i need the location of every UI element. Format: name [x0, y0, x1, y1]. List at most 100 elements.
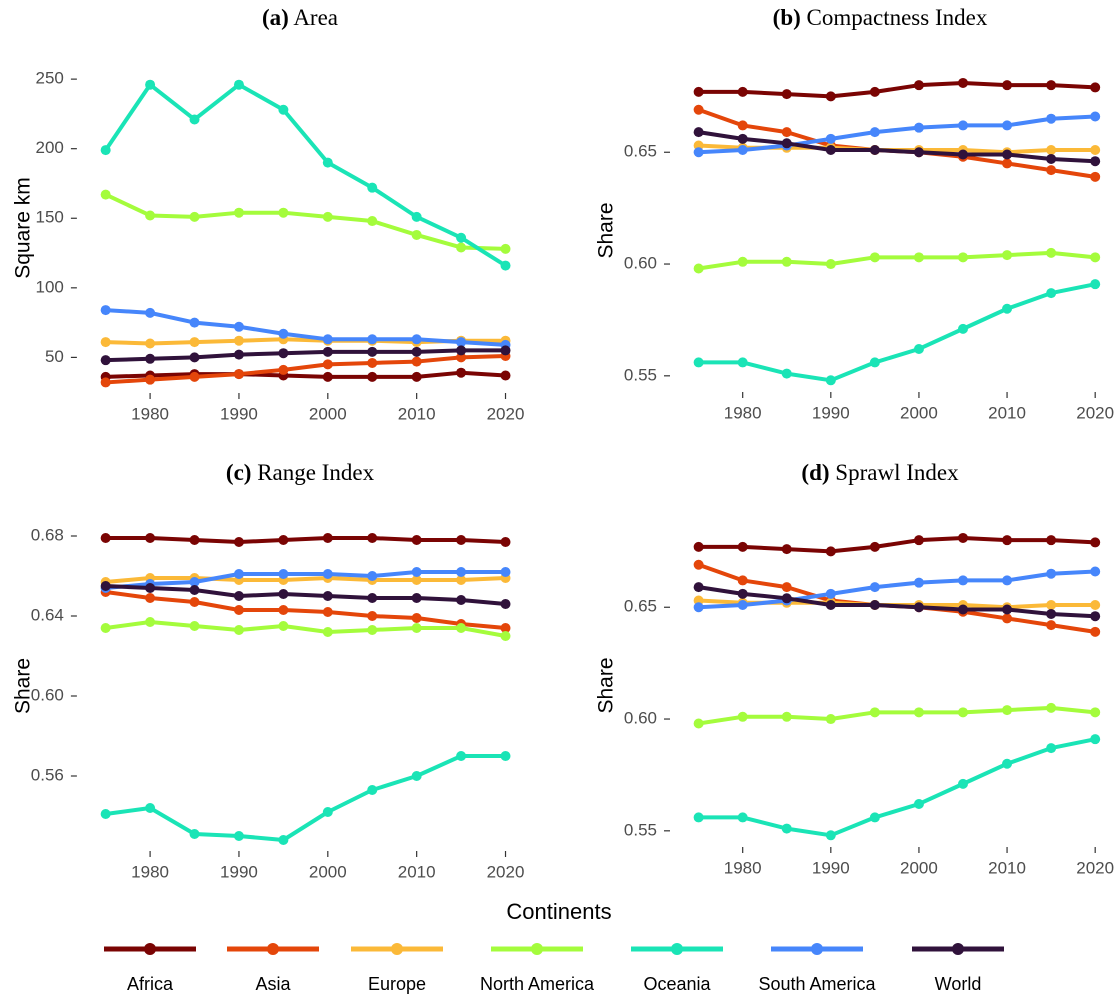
data-point	[737, 812, 748, 823]
data-point	[233, 321, 244, 332]
data-point	[1090, 537, 1101, 548]
series	[693, 77, 1101, 102]
y-tick-label: 0.60	[624, 254, 657, 273]
data-point	[1090, 156, 1101, 167]
data-point	[278, 348, 289, 359]
data-point	[825, 133, 836, 144]
data-point	[411, 334, 422, 345]
y-tick-label: 0.56	[31, 765, 64, 784]
data-point	[367, 216, 378, 227]
data-point	[500, 537, 511, 547]
data-point	[913, 252, 924, 263]
data-point	[1046, 288, 1057, 299]
panel-title-text: Sprawl Index	[835, 460, 959, 485]
series-line	[698, 569, 1096, 610]
x-tick-label: 2000	[309, 404, 347, 423]
data-point	[322, 346, 333, 357]
y-axis-label: Share	[595, 202, 618, 258]
y-axis-label: Share	[595, 657, 618, 713]
data-point	[1046, 535, 1057, 546]
data-point	[737, 133, 748, 144]
data-point	[233, 79, 244, 90]
series	[100, 351, 511, 388]
data-point	[100, 623, 111, 633]
data-point	[322, 211, 333, 222]
data-point	[233, 537, 244, 547]
y-tick-label: 50	[45, 347, 64, 366]
x-tick-label: 2010	[988, 858, 1026, 877]
data-point	[456, 623, 467, 633]
series	[100, 305, 511, 350]
data-point	[278, 835, 289, 845]
data-point	[233, 335, 244, 346]
data-point	[781, 823, 792, 834]
legend-dot	[531, 943, 543, 955]
x-tick-label: 2020	[487, 404, 525, 423]
data-point	[825, 145, 836, 156]
legend-label: South America	[758, 974, 876, 994]
data-point	[278, 328, 289, 339]
data-point	[456, 367, 467, 378]
legend-label: North America	[480, 974, 595, 994]
data-point	[322, 334, 333, 345]
data-point	[145, 374, 156, 385]
data-point	[411, 229, 422, 240]
data-point	[1002, 80, 1013, 91]
data-point	[737, 711, 748, 722]
data-point	[233, 207, 244, 218]
data-point	[500, 345, 511, 356]
series-line	[698, 282, 1096, 383]
data-point	[278, 207, 289, 218]
data-point	[322, 591, 333, 601]
data-point	[958, 575, 968, 586]
data-point	[456, 535, 467, 545]
data-point	[100, 337, 111, 348]
data-point	[737, 575, 748, 586]
data-point	[367, 334, 378, 345]
series	[100, 79, 511, 271]
data-point	[1002, 758, 1013, 769]
data-point	[322, 569, 333, 579]
data-point	[825, 714, 836, 725]
panel-label: (d)	[801, 460, 829, 485]
data-point	[189, 829, 200, 839]
data-point	[1090, 111, 1101, 122]
x-tick-label: 2000	[900, 403, 938, 422]
data-point	[367, 357, 378, 368]
series	[693, 734, 1101, 841]
data-point	[367, 571, 378, 581]
data-point	[1090, 626, 1101, 637]
data-point	[367, 785, 378, 795]
legend-title: Continents	[506, 899, 611, 924]
series-line	[698, 535, 1096, 554]
data-point	[233, 569, 244, 579]
data-point	[233, 625, 244, 635]
x-tick-label: 1990	[812, 403, 850, 422]
data-point	[500, 623, 511, 633]
x-tick-label: 2020	[1076, 858, 1114, 877]
series	[693, 127, 1101, 167]
data-point	[693, 541, 704, 552]
data-point	[913, 707, 924, 718]
data-point	[456, 345, 467, 356]
data-point	[737, 120, 748, 131]
data-point	[322, 807, 333, 817]
series-line	[105, 370, 506, 379]
data-point	[100, 355, 111, 366]
data-point	[189, 371, 200, 382]
panel-title-text: Area	[293, 5, 338, 30]
y-tick-label: 100	[36, 277, 64, 296]
data-point	[693, 357, 704, 368]
panel-label: (b)	[773, 5, 801, 30]
data-point	[100, 377, 111, 388]
data-point	[693, 263, 704, 274]
series-line	[105, 308, 506, 347]
data-point	[278, 621, 289, 631]
series-line	[698, 80, 1096, 99]
data-point	[869, 127, 880, 138]
data-point	[278, 569, 289, 579]
data-point	[869, 707, 880, 718]
data-point	[367, 593, 378, 603]
data-point	[189, 211, 200, 222]
series-line	[698, 130, 1096, 164]
